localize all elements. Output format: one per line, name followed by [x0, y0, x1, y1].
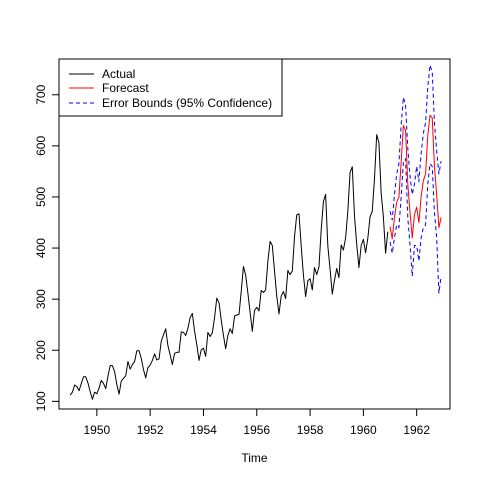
lower-bound-line	[389, 158, 442, 294]
x-tick-label: 1956	[243, 423, 270, 437]
upper-bound-line	[389, 64, 442, 221]
y-axis: 100 200 300 400 500 600 700	[34, 84, 60, 411]
y-tick-label: 400	[34, 238, 48, 258]
x-tick-label: 1952	[137, 423, 164, 437]
legend-actual-label: Actual	[102, 67, 135, 81]
forecast-series-line	[389, 114, 442, 240]
x-tick-label: 1958	[297, 423, 324, 437]
series-layer	[69, 64, 442, 400]
x-tick-label: 1960	[350, 423, 377, 437]
legend-forecast-label: Forecast	[102, 81, 149, 95]
legend-box	[58, 58, 283, 117]
y-tick-label: 600	[34, 136, 48, 156]
y-tick-label: 200	[34, 340, 48, 360]
x-tick-label: 1954	[190, 423, 217, 437]
x-tick-label: 1962	[403, 423, 430, 437]
x-axis-title: Time	[241, 451, 268, 465]
y-tick-label: 700	[34, 84, 48, 104]
y-tick-label: 300	[34, 289, 48, 309]
actual-series-line	[69, 134, 389, 400]
legend: Actual Forecast Error Bounds (95% Confid…	[58, 58, 283, 117]
legend-error-bounds-label: Error Bounds (95% Confidence)	[102, 96, 272, 110]
y-tick-label: 100	[34, 391, 48, 411]
x-axis: 1950 1952 1954 1956 1958 1960 1962	[83, 408, 430, 437]
y-tick-label: 500	[34, 187, 48, 207]
x-tick-label: 1950	[83, 423, 110, 437]
